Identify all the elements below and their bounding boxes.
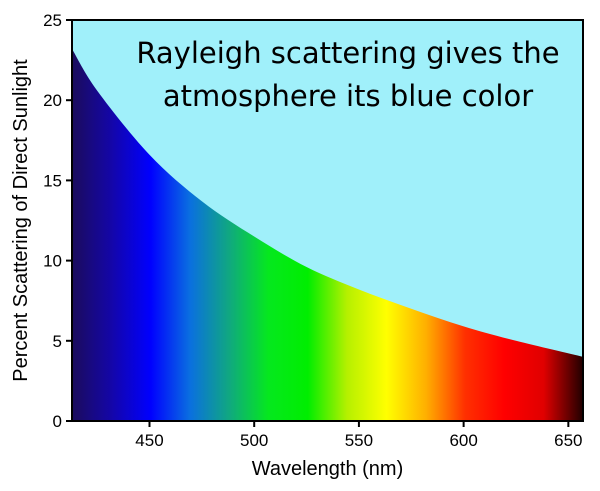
y-axis: 0 5 10 15 20 25	[43, 11, 72, 431]
y-tick-label: 25	[43, 11, 62, 30]
x-tick-label: 600	[449, 431, 477, 450]
annotation-line-2: atmosphere its blue color	[163, 79, 533, 113]
x-axis: 450 500 550 600 650	[135, 421, 583, 450]
scattering-area-series	[72, 48, 583, 421]
plot-frame	[71, 19, 584, 422]
y-tick-label: 20	[43, 91, 62, 110]
x-tick-label: 450	[135, 431, 163, 450]
x-tick-label: 500	[240, 431, 268, 450]
x-tick-label: 550	[345, 431, 373, 450]
y-tick-label: 15	[43, 171, 62, 190]
x-axis-title: Wavelength (nm)	[252, 458, 404, 480]
y-tick-label: 0	[53, 412, 62, 431]
y-tick-label: 10	[43, 252, 62, 271]
annotation-line-1: Rayleigh scattering gives the	[136, 36, 559, 70]
plot-area	[71, 19, 584, 422]
y-axis-title: Percent Scattering of Direct Sunlight	[10, 59, 32, 382]
x-tick-label: 650	[554, 431, 582, 450]
y-tick-label: 5	[53, 332, 62, 351]
